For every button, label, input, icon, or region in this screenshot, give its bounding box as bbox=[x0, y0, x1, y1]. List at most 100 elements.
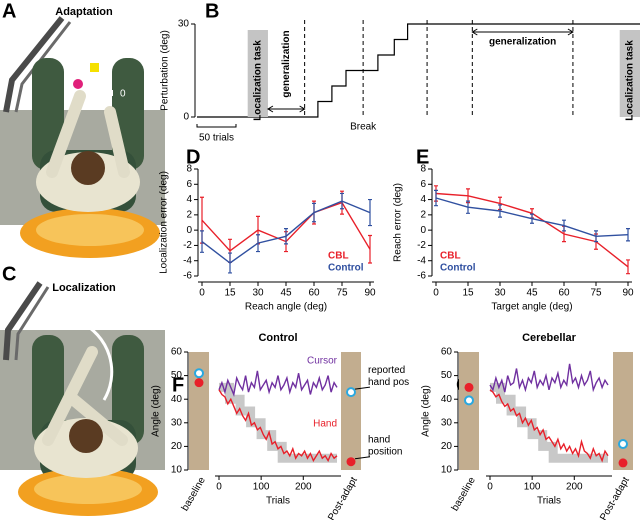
panel-title: Localization bbox=[52, 282, 116, 294]
y-tick-label: -2 bbox=[183, 240, 192, 251]
angle-label: 0 bbox=[120, 89, 126, 100]
task-box bbox=[247, 30, 268, 117]
arrow-label: generalization bbox=[489, 37, 556, 48]
error-bar bbox=[562, 219, 566, 232]
y-tick-label: 20 bbox=[441, 441, 453, 452]
series-label: Control bbox=[440, 263, 476, 274]
reported-marker bbox=[346, 387, 356, 398]
y-tick-label: 30 bbox=[441, 417, 453, 428]
error-bar bbox=[368, 234, 372, 264]
note-label: hand bbox=[368, 434, 390, 445]
y-tick-label: 8 bbox=[420, 164, 426, 175]
side-label: Post-adapt bbox=[326, 475, 360, 520]
note-label: reported bbox=[368, 365, 405, 376]
side-panel bbox=[613, 352, 633, 470]
series-label: CBL bbox=[440, 251, 461, 262]
error-bar bbox=[284, 228, 288, 245]
angle-label: 90 bbox=[62, 43, 74, 54]
scale-label: 50 trials bbox=[199, 133, 234, 144]
x-tick-label: 15 bbox=[224, 288, 236, 299]
reported-marker bbox=[464, 395, 474, 406]
y-tick-label: -2 bbox=[417, 240, 426, 251]
hand-marker bbox=[464, 382, 474, 392]
side-panel bbox=[341, 352, 361, 470]
break-label: Break bbox=[350, 122, 377, 133]
x-tick-label: 100 bbox=[253, 482, 270, 493]
hand-marker bbox=[194, 378, 204, 388]
side-panel bbox=[189, 352, 209, 470]
hand-marker bbox=[346, 457, 356, 467]
x-tick-label: 30 bbox=[494, 288, 506, 299]
x-axis-label: Trials bbox=[537, 496, 561, 507]
error-bar bbox=[256, 234, 260, 253]
reported-marker bbox=[194, 368, 204, 379]
x-tick-label: 90 bbox=[364, 288, 376, 299]
schedule-line bbox=[197, 23, 640, 118]
x-tick-label: 90 bbox=[622, 288, 634, 299]
perturbation-shade bbox=[490, 382, 608, 463]
x-tick-label: 60 bbox=[558, 288, 570, 299]
note-label: position bbox=[368, 446, 402, 457]
error-bar bbox=[466, 200, 470, 214]
x-tick-label: 200 bbox=[295, 482, 312, 493]
side-label: baseline bbox=[180, 475, 208, 513]
y-tick-label: 2 bbox=[420, 209, 426, 220]
x-tick-label: 0 bbox=[487, 482, 493, 493]
x-axis-label: Reach angle (deg) bbox=[245, 302, 327, 313]
series-line bbox=[489, 389, 609, 463]
y-tick-label: 60 bbox=[441, 347, 453, 358]
y-tick-label: 30 bbox=[171, 417, 183, 428]
y-tick-label: 0 bbox=[186, 225, 192, 236]
note-label: hand pos bbox=[368, 377, 409, 388]
task-box bbox=[619, 30, 640, 117]
chart-title: Control bbox=[258, 332, 297, 344]
error-bar bbox=[626, 259, 630, 275]
reported-marker bbox=[618, 439, 628, 450]
error-bar bbox=[594, 230, 598, 243]
arrow-head bbox=[267, 105, 306, 113]
x-tick-label: 0 bbox=[433, 288, 439, 299]
y-axis-label: Localization error (deg) bbox=[159, 171, 170, 274]
series-label: CBL bbox=[328, 251, 349, 262]
y-axis-label: Reach error (deg) bbox=[393, 183, 404, 262]
y-tick-label: 40 bbox=[441, 394, 453, 405]
panel-letter: B bbox=[205, 0, 219, 22]
x-tick-label: 0 bbox=[199, 288, 205, 299]
task-label: Localization task bbox=[252, 40, 263, 121]
y-tick-label: 50 bbox=[441, 370, 453, 381]
y-tick-label: -6 bbox=[417, 271, 426, 282]
error-bar bbox=[228, 252, 232, 274]
y-tick-label: 50 bbox=[171, 370, 183, 381]
y-tick-label: 20 bbox=[171, 441, 183, 452]
y-axis-label: Angle (deg) bbox=[151, 385, 162, 437]
series-line bbox=[218, 389, 338, 463]
error-bar bbox=[626, 228, 630, 242]
y-tick-label: 10 bbox=[171, 465, 183, 476]
illustration-adaptation bbox=[0, 16, 165, 258]
note-pointer bbox=[354, 386, 371, 390]
x-axis-label: Trials bbox=[266, 496, 290, 507]
x-axis-label: Target angle (deg) bbox=[491, 302, 572, 313]
y-tick-label: 2 bbox=[186, 209, 192, 220]
y-tick-label: 8 bbox=[186, 164, 192, 175]
x-tick-label: 100 bbox=[524, 482, 541, 493]
y-tick-label: 6 bbox=[420, 179, 426, 190]
y-axis-label: Angle (deg) bbox=[421, 385, 432, 437]
x-tick-label: 200 bbox=[566, 482, 583, 493]
panel-letter: E bbox=[416, 146, 429, 168]
y-tick-label: 6 bbox=[186, 179, 192, 190]
x-tick-label: 75 bbox=[336, 288, 348, 299]
y-tick-label: 4 bbox=[186, 194, 192, 205]
x-tick-label: 15 bbox=[462, 288, 474, 299]
y-tick-label: 0 bbox=[420, 225, 426, 236]
error-bar bbox=[200, 230, 204, 253]
hand-marker bbox=[618, 458, 628, 468]
error-bar bbox=[340, 192, 344, 210]
error-bar bbox=[498, 204, 502, 218]
scale-bar bbox=[196, 124, 237, 128]
y-tick-label: 30 bbox=[178, 19, 190, 30]
series-label: Cursor bbox=[307, 356, 338, 367]
x-tick-label: 45 bbox=[526, 288, 538, 299]
panel-letter: F bbox=[172, 374, 184, 396]
